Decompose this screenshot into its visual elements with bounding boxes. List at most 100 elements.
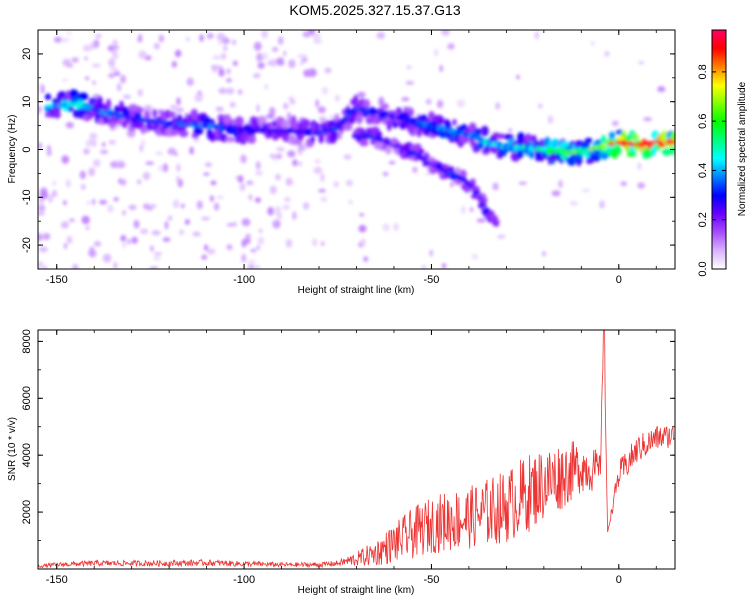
heatmap-cell: [580, 141, 590, 150]
heatmap-cell: [287, 150, 296, 158]
heatmap-cell: [376, 131, 383, 138]
heatmap-cell: [460, 171, 468, 177]
heatmap-cell: [310, 135, 315, 144]
heatmap-cell: [168, 111, 176, 119]
heatmap-cell: [245, 233, 252, 239]
heatmap-cell: [428, 111, 435, 121]
heatmap-cell: [275, 173, 281, 181]
heatmap-cell: [81, 215, 90, 225]
heatmap-cell: [176, 163, 181, 172]
x-tick-label: -50: [423, 274, 439, 286]
heatmap-cell: [600, 134, 607, 144]
heatmap-cell: [246, 180, 254, 185]
x-tick-label: 0: [616, 274, 622, 286]
heatmap-cell: [638, 60, 645, 65]
heatmap-cell: [425, 98, 432, 105]
heatmap-cell: [66, 31, 72, 35]
heatmap-cell: [298, 161, 302, 166]
heatmap-cell: [241, 218, 251, 227]
heatmap-cell: [106, 98, 112, 109]
heatmap-cell: [615, 147, 622, 155]
heatmap-cell: [584, 137, 593, 144]
heatmap-cell: [444, 120, 451, 129]
heatmap-cell: [269, 185, 277, 195]
heatmap-cell: [337, 133, 343, 140]
heatmap-cell: [441, 30, 450, 36]
heatmap-cell: [611, 120, 619, 127]
heatmap-cell: [153, 252, 163, 256]
x-tick-label: -50: [423, 574, 439, 586]
heatmap-cell: [439, 65, 444, 72]
heatmap-cell: [226, 68, 231, 75]
heatmap-cell: [83, 148, 90, 155]
heatmap-cell: [78, 92, 89, 101]
heatmap-cell: [113, 45, 120, 50]
heatmap-cell: [256, 52, 263, 62]
heatmap-cell: [239, 183, 246, 192]
heatmap-cell: [471, 254, 478, 260]
heatmap-cell: [215, 106, 224, 112]
heatmap-cell: [476, 142, 485, 150]
heatmap-cell: [135, 106, 144, 114]
heatmap-cell: [282, 204, 291, 210]
heatmap-cell: [122, 210, 126, 216]
heatmap-cell: [237, 89, 243, 95]
heatmap-cell: [84, 76, 90, 81]
heatmap-cell: [218, 68, 225, 77]
heatmap-cell: [153, 256, 161, 261]
chart-title: KOM5.2025.327.15.37.G13: [289, 2, 460, 18]
heatmap-cell: [54, 109, 61, 119]
heatmap-cell: [438, 117, 443, 126]
heatmap-cell: [255, 197, 261, 203]
heatmap-cell: [66, 179, 71, 188]
heatmap-cell: [108, 73, 115, 79]
heatmap-cell: [481, 202, 487, 207]
heatmap-cell: [569, 201, 578, 206]
heatmap-cell: [171, 60, 178, 68]
heatmap-cell: [85, 142, 94, 148]
heatmap-cell: [347, 199, 354, 205]
heatmap-cell: [61, 155, 70, 164]
heatmap-cell: [155, 151, 164, 155]
heatmap-cell: [86, 200, 91, 205]
heatmap-cell: [312, 32, 321, 40]
spectrogram-ylabel: Frequency (Hz): [7, 115, 18, 184]
heatmap-cell: [436, 99, 444, 109]
heatmap-cell: [356, 91, 366, 98]
heatmap-cell: [339, 120, 346, 126]
heatmap-cell: [292, 159, 298, 167]
heatmap-cell: [92, 198, 96, 206]
heatmap-cell: [38, 233, 43, 242]
heatmap-cell: [194, 93, 203, 103]
heatmap-cell: [176, 175, 180, 185]
heatmap-cell: [283, 102, 289, 110]
heatmap-cell: [128, 204, 137, 210]
heatmap-cell: [153, 42, 160, 50]
heatmap-cell: [85, 226, 90, 230]
heatmap-cell: [670, 131, 675, 141]
heatmap-cell: [492, 182, 499, 191]
heatmap-cell: [167, 147, 177, 155]
heatmap-cell: [385, 146, 392, 155]
heatmap-cell: [60, 38, 70, 42]
heatmap-cell: [109, 127, 116, 131]
heatmap-cell: [142, 172, 151, 180]
heatmap-cell: [167, 215, 173, 221]
heatmap-cell: [376, 32, 385, 39]
heatmap-cell: [142, 203, 150, 210]
heatmap-cell: [518, 181, 527, 185]
heatmap-cell: [318, 189, 326, 193]
heatmap-cell: [38, 142, 42, 150]
colorbar-tick-label: 0.0: [697, 261, 709, 276]
heatmap-cell: [358, 224, 367, 233]
heatmap-cell: [42, 233, 51, 240]
heatmap-cell: [267, 206, 274, 216]
heatmap-cell: [405, 81, 414, 85]
heatmap-cell: [275, 131, 283, 138]
heatmap-cell: [138, 50, 147, 59]
heatmap-cell: [218, 87, 227, 94]
y-tick-label: 2000: [21, 500, 33, 524]
heatmap-cell: [452, 119, 457, 126]
heatmap-cell: [470, 185, 480, 193]
